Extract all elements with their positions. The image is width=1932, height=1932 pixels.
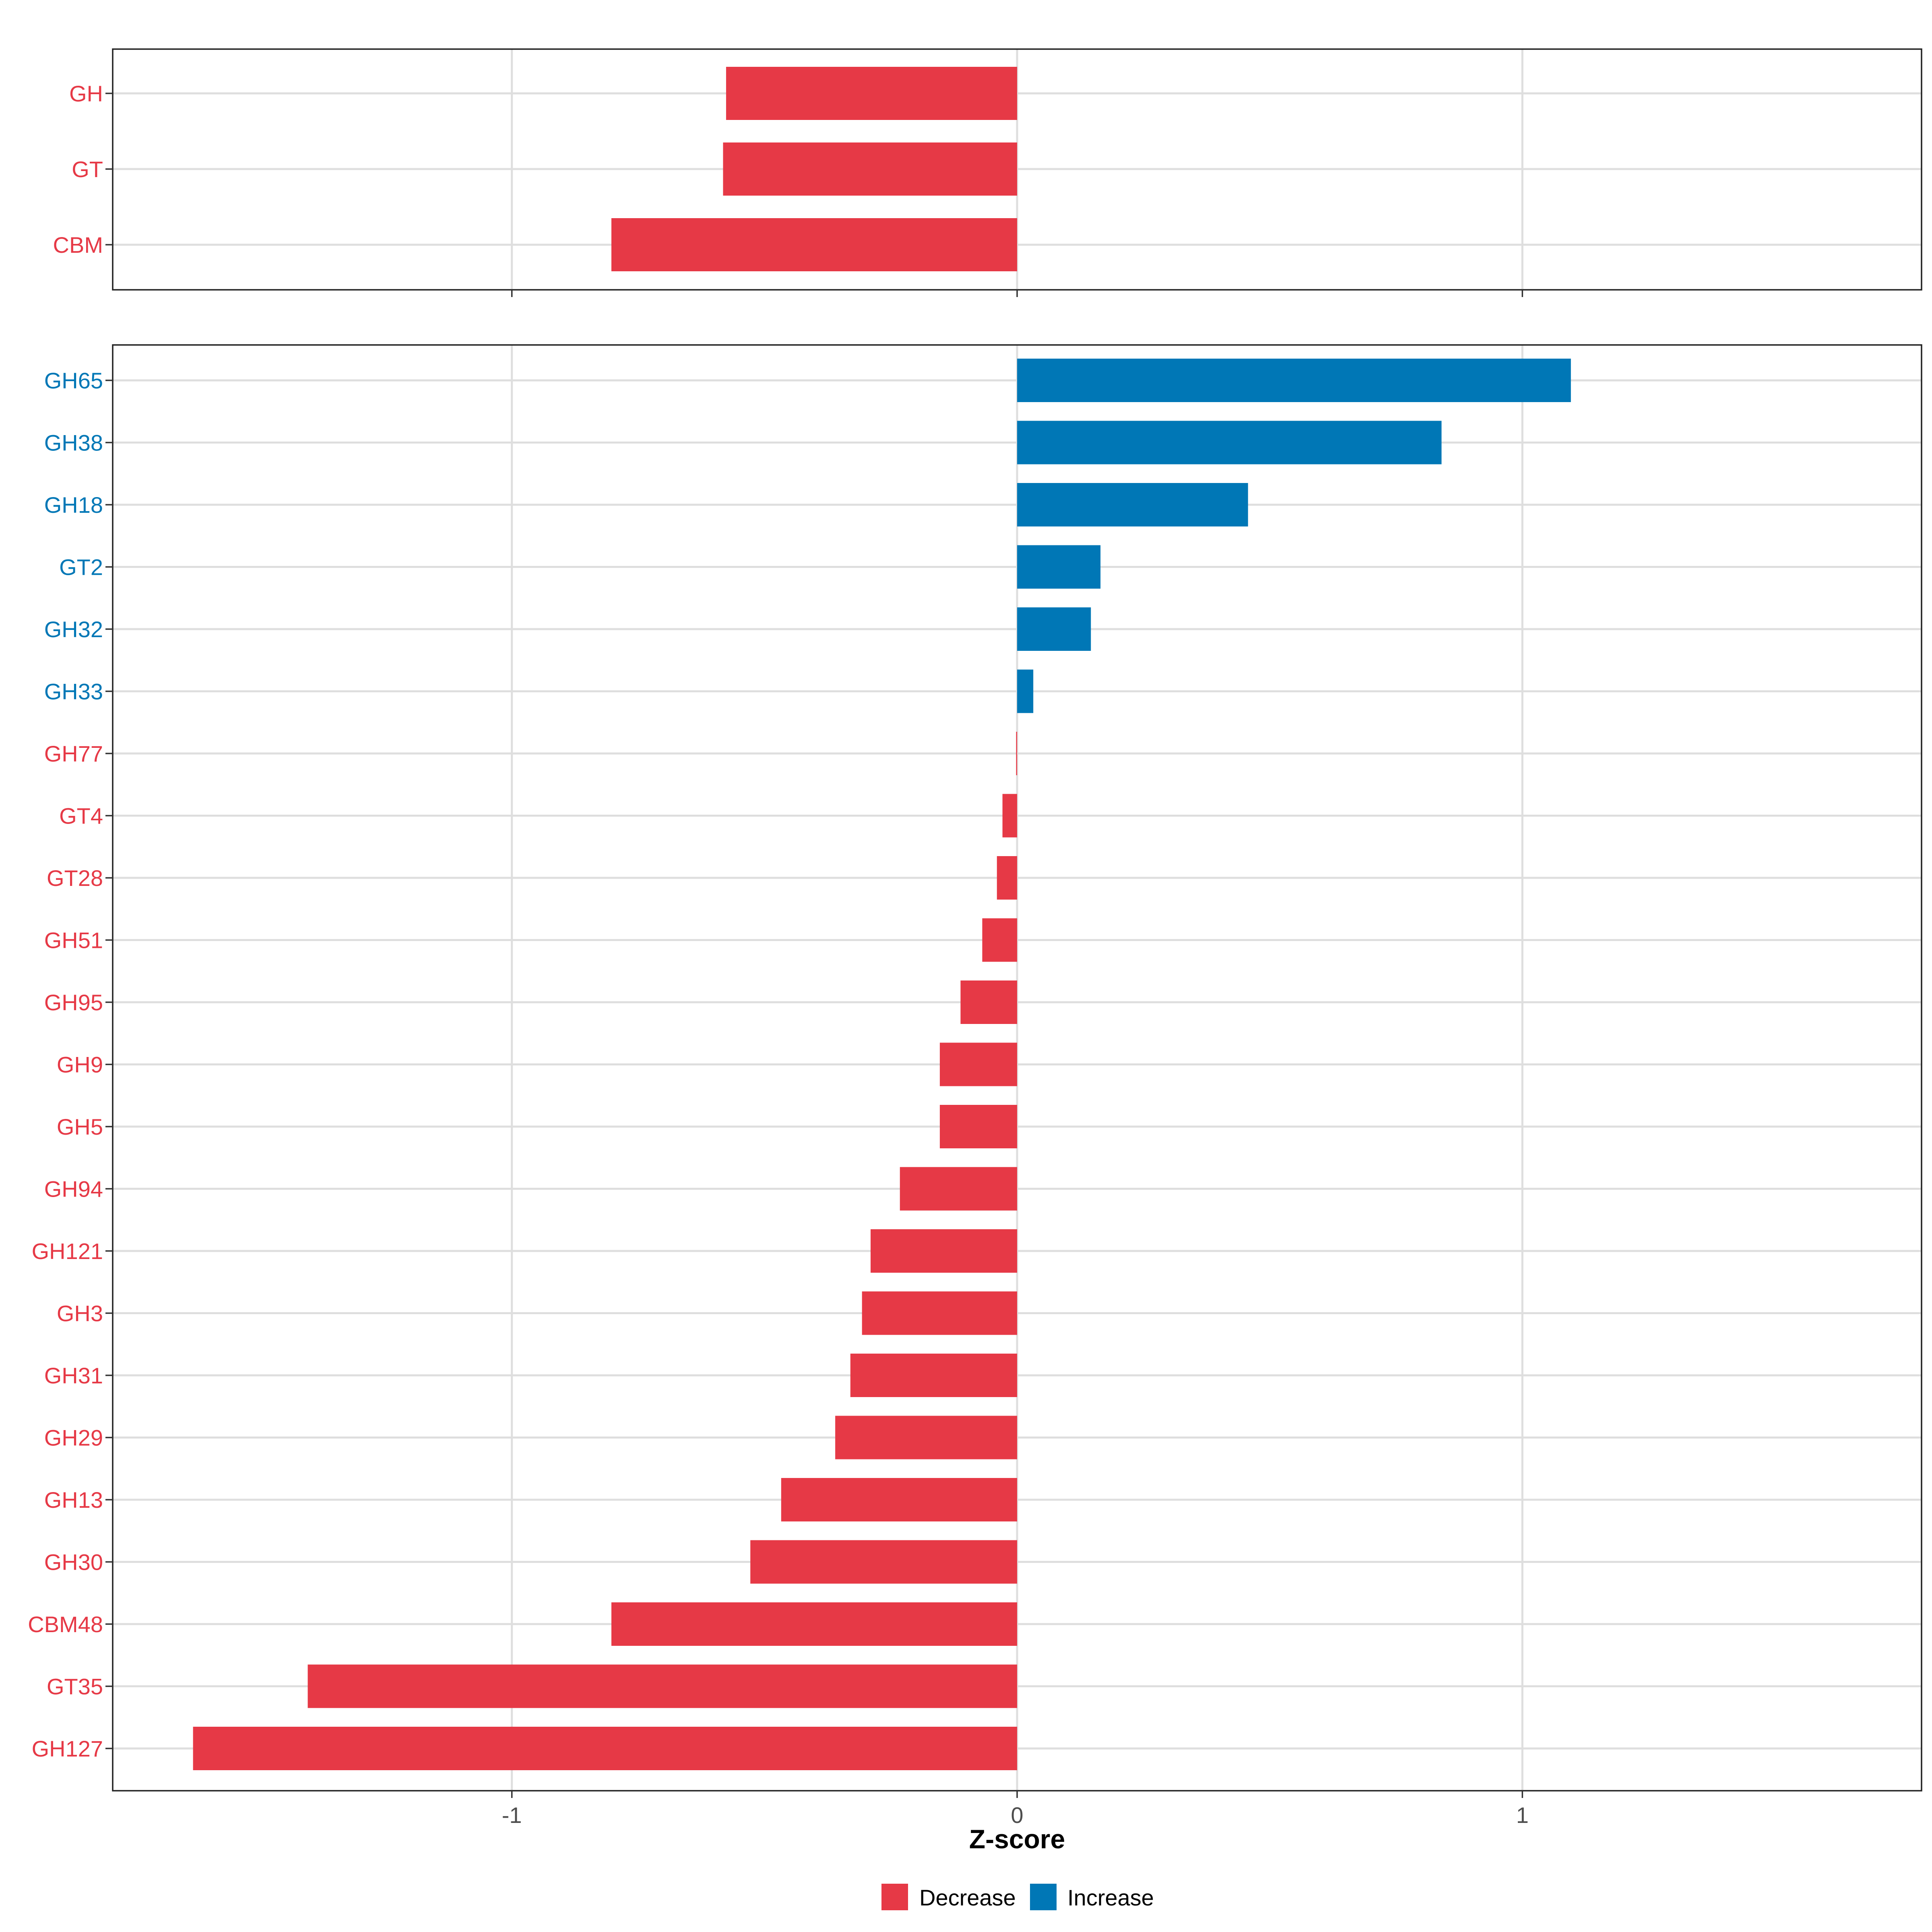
y-label-gh94: GH94 — [44, 1177, 103, 1202]
bar-gh33 — [1017, 669, 1034, 713]
bar-gh9 — [939, 1042, 1017, 1086]
bar-gt28 — [997, 856, 1017, 900]
y-label-gh30: GH30 — [44, 1550, 103, 1575]
bar-gh18 — [1017, 483, 1248, 526]
x-tick-label-1: 0 — [1011, 1802, 1023, 1828]
bar-gh127 — [193, 1727, 1017, 1770]
y-label-gt4: GT4 — [59, 803, 103, 829]
x-tick-label-0: -1 — [502, 1802, 522, 1828]
y-label-gh51: GH51 — [44, 928, 103, 953]
top-panel: GH GT CBM — [53, 48, 1922, 297]
bar-gh77 — [1016, 732, 1017, 775]
bar-gh94 — [900, 1167, 1017, 1211]
y-label-gh5: GH5 — [57, 1114, 103, 1139]
top-panel-y-axis: GH GT CBM — [53, 81, 113, 258]
y-label-gh31: GH31 — [44, 1363, 103, 1388]
bar-gt2 — [1017, 545, 1101, 589]
top-panel-x-ticks — [511, 290, 1523, 297]
y-label-cbm48: CBM48 — [28, 1612, 103, 1637]
y-label-gh13: GH13 — [44, 1487, 103, 1513]
legend-label-increase: Increase — [1067, 1885, 1154, 1910]
y-label-gh38: GH38 — [44, 430, 103, 456]
legend-label-decrease: Decrease — [919, 1885, 1016, 1910]
y-label-gt: GT — [72, 157, 103, 182]
y-label-gh9: GH9 — [57, 1052, 103, 1077]
bar-gt35 — [308, 1664, 1017, 1708]
y-label-gh77: GH77 — [44, 741, 103, 766]
y-label-gh29: GH29 — [44, 1425, 103, 1451]
y-label-gh65: GH65 — [44, 368, 103, 393]
bar-gh30 — [750, 1540, 1017, 1584]
legend-swatch-increase — [1030, 1884, 1057, 1910]
bar-gh5 — [939, 1105, 1017, 1148]
y-label-gt2: GT2 — [59, 555, 103, 580]
bottom-panel-x-axis: -1 0 1 — [502, 1791, 1529, 1828]
y-label-gt28: GT28 — [47, 865, 103, 891]
bar-gh65 — [1017, 359, 1571, 402]
bar-gh29 — [835, 1416, 1017, 1459]
legend-swatch-decrease — [881, 1884, 908, 1910]
bar-cbm48 — [611, 1602, 1017, 1646]
bar-cbm — [611, 218, 1017, 271]
bottom-panel-bars — [193, 359, 1571, 1770]
bottom-panel: GH65GH38GH18GT2GH32GH33GH77GT4GT28GH51GH… — [28, 344, 1922, 1828]
legend: Decrease Increase — [881, 1884, 1154, 1910]
bottom-panel-y-axis: GH65 GH38 GH18 GT2 GH32 GH33 GH77 GT4 GT28 GH51 GH… — [28, 368, 113, 1761]
bar-gh95 — [960, 980, 1017, 1024]
bar-gh — [726, 67, 1017, 120]
x-axis-title: Z-score — [969, 1824, 1065, 1854]
bar-gh31 — [850, 1354, 1017, 1397]
y-label-gh121: GH121 — [32, 1238, 103, 1264]
bar-gt — [723, 142, 1017, 196]
bar-gh121 — [870, 1229, 1017, 1273]
y-label-gh127: GH127 — [32, 1736, 103, 1761]
y-label-gh18: GH18 — [44, 492, 103, 518]
x-tick-label-2: 1 — [1516, 1802, 1529, 1828]
bar-gh38 — [1017, 421, 1442, 464]
bar-gh51 — [982, 918, 1017, 962]
y-label-gt35: GT35 — [47, 1674, 103, 1699]
y-label-cbm: CBM — [53, 232, 103, 258]
y-label-gh95: GH95 — [44, 990, 103, 1015]
y-label-gh: GH — [69, 81, 103, 106]
bar-gt4 — [1002, 794, 1017, 838]
bar-gh13 — [781, 1478, 1017, 1521]
y-label-gh32: GH32 — [44, 617, 103, 642]
y-label-gh3: GH3 — [57, 1301, 103, 1326]
bar-gh32 — [1017, 607, 1091, 651]
y-label-gh33: GH33 — [44, 679, 103, 704]
top-panel-bars — [611, 67, 1017, 271]
bar-gh3 — [862, 1291, 1017, 1335]
